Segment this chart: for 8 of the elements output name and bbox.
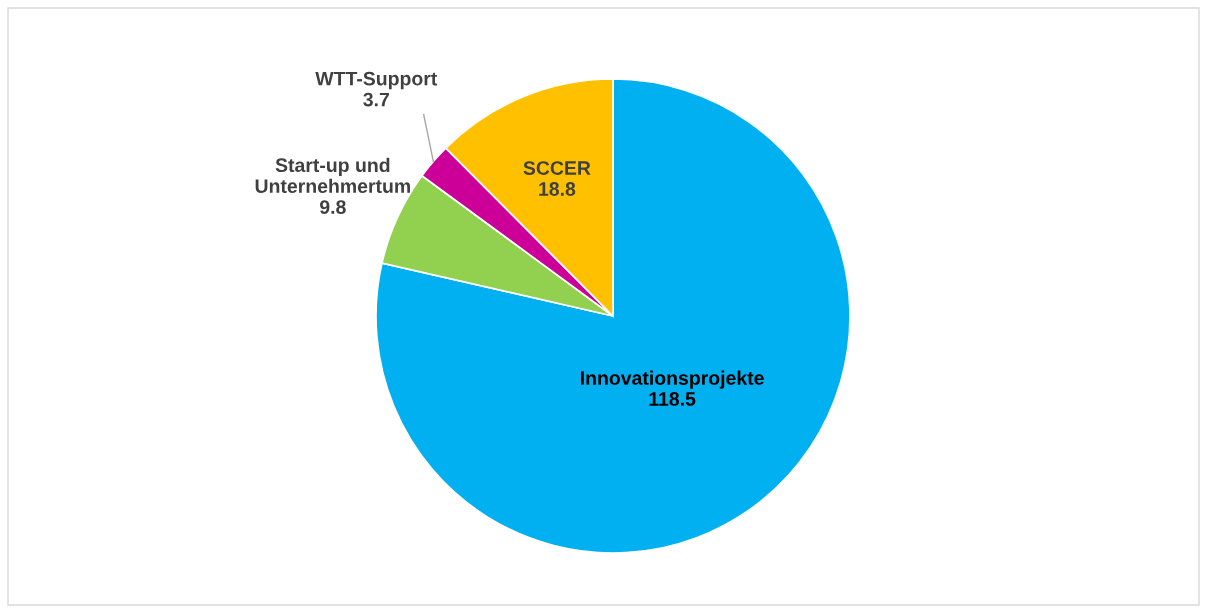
data-label: 18.8 (539, 182, 576, 196)
slice-label: SCCER (523, 161, 591, 175)
slice-label: Start-up und Unternehmertum (255, 157, 410, 194)
slice-label: Innovationsprojekte (581, 370, 764, 389)
data-label: 3.7 (363, 92, 389, 107)
slice-label: WTT-Support (315, 71, 438, 90)
data-label: 118.5 (649, 392, 696, 406)
data-label: 9.8 (320, 200, 346, 214)
